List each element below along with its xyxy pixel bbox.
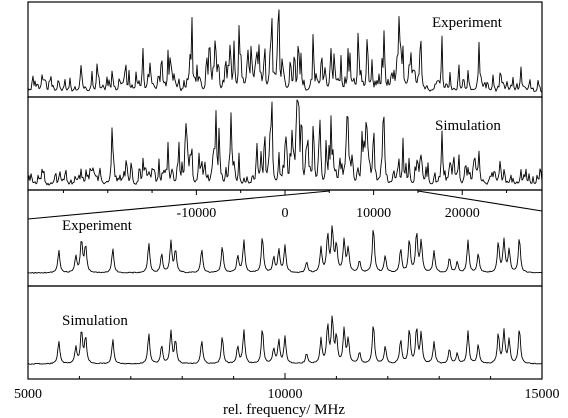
detail-tick-label-0: 5000 (14, 387, 42, 402)
spectrum-trace-2 (27, 225, 543, 274)
spectrum-trace-3 (27, 315, 543, 365)
overview-tick-label-3: 20000 (445, 206, 480, 221)
experiment-overview-label: Experiment (432, 15, 503, 31)
axis-ticks: -10000 0 10000 20000 5000 10000 15000 (14, 190, 560, 402)
spectrum-traces (27, 9, 543, 365)
zoom-indicator (27, 190, 543, 220)
detail-tick-label-1: 10000 (268, 387, 303, 402)
overview-tick-label-0: -10000 (177, 206, 217, 221)
simulation-overview-label: Simulation (435, 118, 501, 134)
overview-tick-label-2: 10000 (356, 206, 391, 221)
zoom-line-left (27, 190, 330, 220)
simulation-detail-label: Simulation (62, 313, 128, 329)
experiment-detail-label: Experiment (62, 218, 133, 234)
spectrum-trace-0 (27, 9, 543, 93)
spectrum-trace-1 (27, 99, 543, 186)
x-axis-label: rel. frequency/ MHz (223, 402, 345, 418)
overview-tick-label-1: 0 (282, 206, 289, 221)
zoom-line-right (417, 190, 543, 212)
detail-tick-label-2: 15000 (525, 387, 560, 402)
panel-frame-3 (27, 285, 543, 380)
